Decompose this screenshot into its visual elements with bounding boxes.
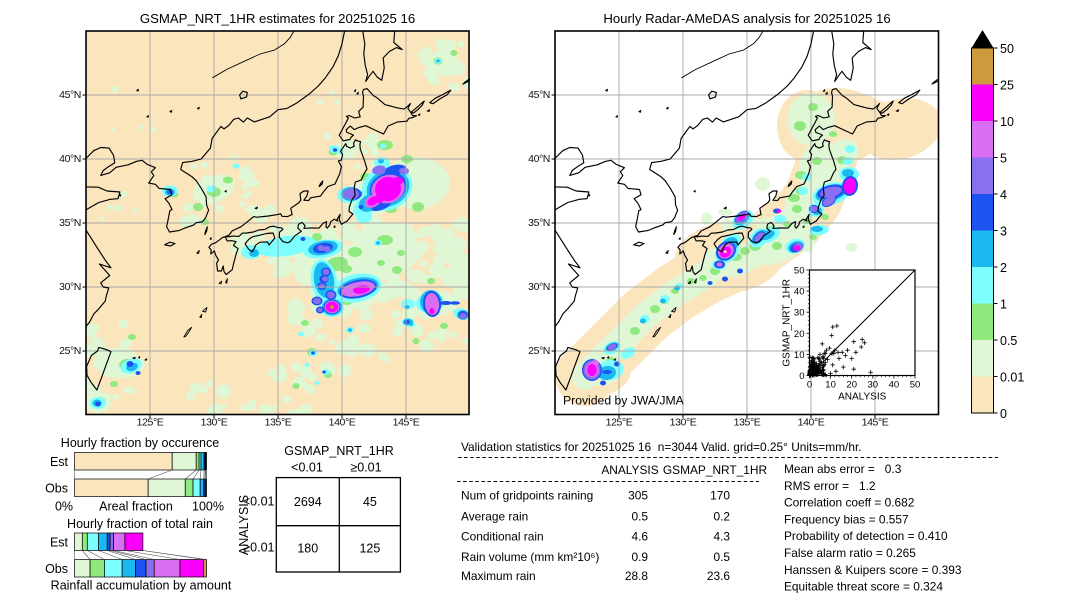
svg-text:4: 4 — [1000, 188, 1007, 202]
svg-text:35°N: 35°N — [59, 217, 81, 229]
svg-text:25°N: 25°N — [59, 345, 81, 357]
svg-text:28.8: 28.8 — [625, 569, 649, 583]
svg-text:45°N: 45°N — [528, 89, 550, 101]
svg-text:10: 10 — [794, 350, 805, 361]
svg-text:RMS error = 1.2: RMS error = 1.2 — [784, 479, 876, 493]
svg-text:<0.01: <0.01 — [291, 461, 323, 475]
svg-text:Obs: Obs — [45, 562, 68, 576]
svg-text:125°E: 125°E — [137, 416, 164, 428]
svg-text:145°E: 145°E — [862, 416, 889, 428]
svg-text:0.5: 0.5 — [1000, 334, 1017, 348]
svg-text:145°E: 145°E — [393, 416, 420, 428]
svg-text:0: 0 — [1000, 407, 1007, 421]
svg-text:Est: Est — [50, 536, 69, 550]
svg-text:25: 25 — [1000, 79, 1014, 93]
svg-text:40°N: 40°N — [59, 153, 81, 165]
svg-text:0.9: 0.9 — [631, 550, 648, 564]
svg-text:1: 1 — [1000, 298, 1007, 312]
svg-text:0.01: 0.01 — [1000, 371, 1024, 385]
svg-text:ANALYSIS: ANALYSIS — [838, 392, 886, 403]
svg-text:50: 50 — [910, 380, 921, 391]
svg-text:10: 10 — [825, 380, 836, 391]
svg-text:0.5: 0.5 — [713, 550, 730, 564]
svg-text:140°E: 140°E — [798, 416, 825, 428]
svg-text:170: 170 — [710, 489, 730, 503]
svg-text:0: 0 — [799, 371, 804, 382]
svg-text:Hourly fraction by occurence: Hourly fraction by occurence — [61, 436, 219, 450]
svg-text:GSMAP_NRT_1HR: GSMAP_NRT_1HR — [284, 444, 394, 458]
svg-text:40: 40 — [794, 287, 805, 298]
svg-text:35°N: 35°N — [528, 217, 550, 229]
svg-text:Conditional rain: Conditional rain — [461, 530, 544, 544]
svg-text:Average rain: Average rain — [461, 510, 528, 524]
svg-text:Hourly Radar-AMeDAS analysis f: Hourly Radar-AMeDAS analysis for 2025102… — [603, 11, 890, 26]
svg-text:ANALYSIS: ANALYSIS — [237, 495, 251, 555]
svg-text:Est: Est — [50, 455, 69, 469]
svg-text:305: 305 — [628, 489, 648, 503]
svg-text:30°N: 30°N — [59, 281, 81, 293]
svg-text:<0.01: <0.01 — [243, 495, 275, 509]
svg-text:Maximum rain: Maximum rain — [461, 569, 536, 583]
svg-text:40°N: 40°N — [528, 153, 550, 165]
svg-text:135°E: 135°E — [265, 416, 292, 428]
svg-text:130°E: 130°E — [670, 416, 697, 428]
svg-text:Num of gridpoints raining: Num of gridpoints raining — [461, 489, 593, 503]
svg-text:Hanssen & Kuipers score = 0.3: Hanssen & Kuipers score = 0.393 — [784, 563, 962, 577]
svg-text:50: 50 — [1000, 42, 1014, 56]
svg-text:2694: 2694 — [294, 495, 322, 509]
svg-text:Validation statistics for 2025: Validation statistics for 20251025 16 n=… — [461, 440, 862, 454]
svg-text:5: 5 — [1000, 152, 1007, 166]
svg-text:≥0.01: ≥0.01 — [243, 541, 274, 555]
svg-text:0: 0 — [807, 380, 812, 391]
svg-text:4.3: 4.3 — [713, 530, 730, 544]
svg-text:GSMAP_NRT_1HR: GSMAP_NRT_1HR — [663, 463, 768, 477]
svg-text:125°E: 125°E — [606, 416, 633, 428]
svg-text:30°N: 30°N — [528, 281, 550, 293]
svg-text:4.6: 4.6 — [631, 530, 648, 544]
svg-text:45: 45 — [363, 495, 377, 509]
svg-text:Probability of detection = 0.: Probability of detection = 0.410 — [784, 529, 948, 543]
svg-text:140°E: 140°E — [329, 416, 356, 428]
svg-text:GSMAP_NRT_1HR estimates for 20: GSMAP_NRT_1HR estimates for 20251025 16 — [140, 11, 415, 26]
svg-text:125: 125 — [359, 542, 380, 556]
svg-text:≥0.01: ≥0.01 — [350, 461, 381, 475]
svg-text:20: 20 — [794, 329, 805, 340]
svg-text:ANALYSIS: ANALYSIS — [601, 463, 658, 477]
svg-text:False alarm ratio = 0.265: False alarm ratio = 0.265 — [784, 546, 916, 560]
svg-text:Mean abs error = 0.3: Mean abs error = 0.3 — [784, 462, 902, 476]
svg-text:Frequency bias = 0.557: Frequency bias = 0.557 — [784, 512, 909, 526]
svg-text:2: 2 — [1000, 261, 1007, 275]
svg-text:30: 30 — [868, 380, 879, 391]
svg-text:20: 20 — [846, 380, 857, 391]
svg-text:GSMAP_NRT_1HR: GSMAP_NRT_1HR — [782, 279, 793, 367]
svg-text:Rain volume (mm km²10⁶): Rain volume (mm km²10⁶) — [461, 550, 599, 564]
svg-text:Areal fraction: Areal fraction — [99, 500, 173, 514]
svg-text:25°N: 25°N — [528, 345, 550, 357]
svg-text:0.2: 0.2 — [713, 510, 730, 524]
svg-text:Obs: Obs — [45, 482, 68, 496]
svg-text:100%: 100% — [192, 500, 224, 514]
svg-text:180: 180 — [297, 542, 318, 556]
svg-text:10: 10 — [1000, 115, 1014, 129]
svg-text:40: 40 — [889, 380, 900, 391]
svg-text:50: 50 — [794, 266, 805, 277]
svg-text:0%: 0% — [55, 500, 73, 514]
svg-text:135°E: 135°E — [734, 416, 761, 428]
svg-text:23.6: 23.6 — [707, 569, 731, 583]
svg-text:Provided by JWA/JMA: Provided by JWA/JMA — [563, 394, 685, 408]
svg-text:Equitable threat score = 0.32: Equitable threat score = 0.324 — [784, 580, 943, 594]
svg-text:0.5: 0.5 — [631, 510, 648, 524]
svg-text:Rainfall accumulation by amoun: Rainfall accumulation by amount — [51, 579, 232, 593]
svg-text:45°N: 45°N — [59, 89, 81, 101]
svg-text:Correlation coeff = 0.682: Correlation coeff = 0.682 — [784, 496, 915, 510]
svg-text:130°E: 130°E — [201, 416, 228, 428]
svg-text:Hourly fraction of total rain: Hourly fraction of total rain — [67, 517, 213, 531]
svg-text:30: 30 — [794, 308, 805, 319]
svg-text:3: 3 — [1000, 225, 1007, 239]
